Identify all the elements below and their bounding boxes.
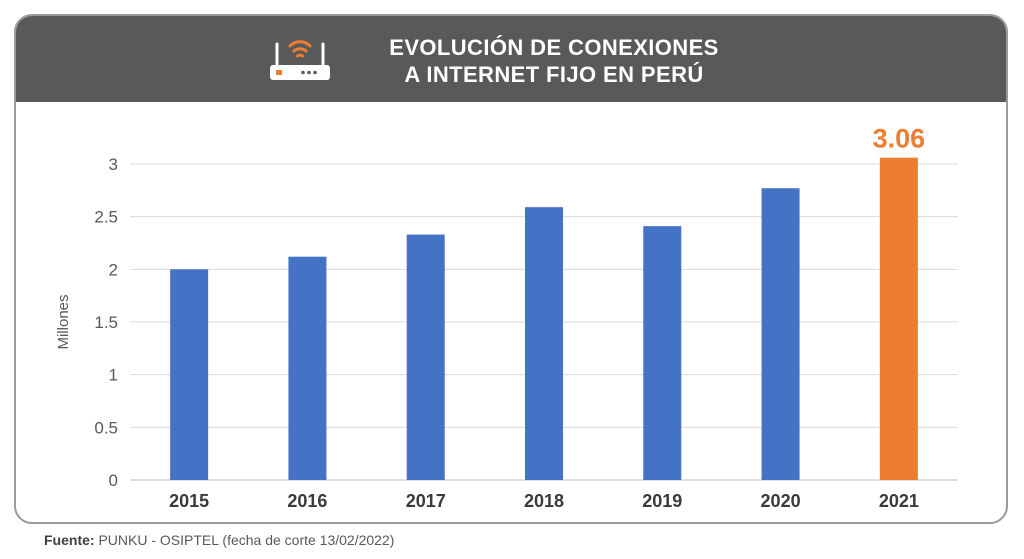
x-tick-label: 2021 [879, 491, 919, 511]
y-tick-label: 1 [109, 366, 118, 385]
bar [761, 188, 800, 480]
header-bar: EVOLUCIÓN DE CONEXIONES A INTERNET FIJO … [16, 16, 1006, 102]
source-label: Fuente: [44, 532, 95, 548]
bar-chart: 0 0.5 1 1.5 2 2.5 3 Millones 2015 2016 2017 2018 201… [55, 124, 958, 511]
bar [170, 269, 209, 480]
chart-card: EVOLUCIÓN DE CONEXIONES A INTERNET FIJO … [14, 14, 1008, 524]
x-tick-label: 2019 [642, 491, 682, 511]
x-tick-label: 2017 [406, 491, 446, 511]
title-line-2: A INTERNET FIJO EN PERÚ [404, 62, 704, 87]
bar [643, 226, 682, 480]
x-tick-label: 2018 [524, 491, 564, 511]
y-tick-label: 0 [109, 471, 118, 490]
x-tick-label: 2015 [169, 491, 209, 511]
y-tick-label: 0.5 [94, 418, 118, 437]
source-note: Fuente: PUNKU - OSIPTEL (fecha de corte … [44, 532, 394, 548]
title-line-1: EVOLUCIÓN DE CONEXIONES [389, 35, 719, 60]
bar [525, 207, 563, 481]
wifi-router-icon [270, 40, 330, 80]
data-label: 3.06 [873, 124, 926, 154]
y-tick-label: 3 [109, 155, 118, 174]
x-tick-label: 2020 [761, 491, 801, 511]
y-tick-label: 2 [109, 260, 118, 279]
bar [406, 234, 445, 480]
y-tick-label: 1.5 [94, 313, 118, 332]
bar [288, 256, 327, 480]
y-tick-label: 2.5 [94, 208, 118, 227]
x-tick-label: 2016 [287, 491, 327, 511]
chart-title: EVOLUCIÓN DE CONEXIONES A INTERNET FIJO … [364, 34, 744, 88]
bar [879, 157, 918, 480]
source-text: PUNKU - OSIPTEL (fecha de corte 13/02/20… [94, 532, 395, 548]
y-axis-title: Millones [55, 294, 72, 349]
